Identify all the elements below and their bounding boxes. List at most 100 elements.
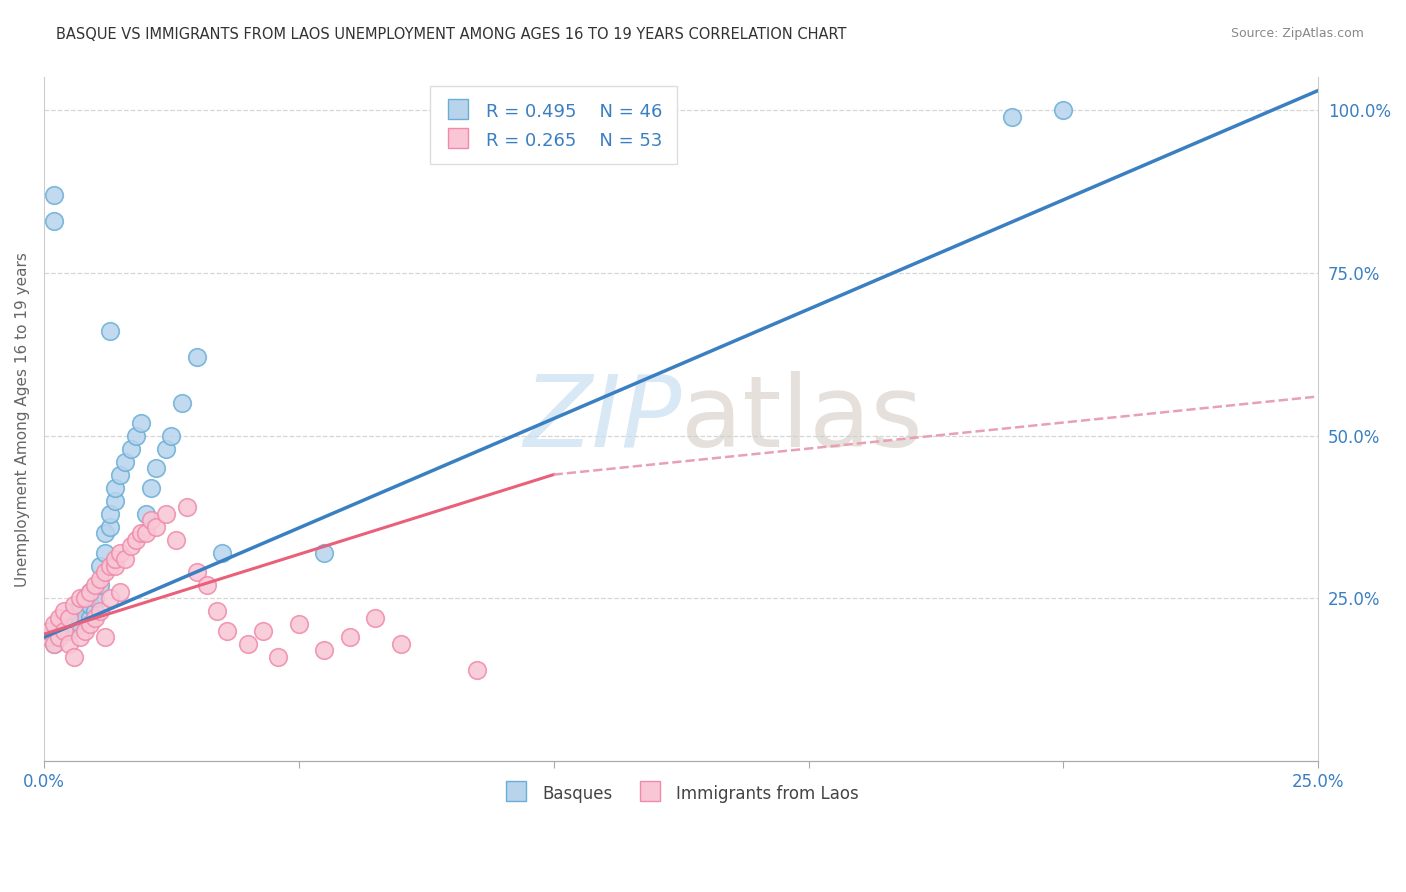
Point — [89, 604, 111, 618]
Point — [104, 558, 127, 573]
Point — [89, 578, 111, 592]
Point — [69, 631, 91, 645]
Point — [83, 611, 105, 625]
Point — [135, 526, 157, 541]
Point — [94, 566, 117, 580]
Point — [94, 546, 117, 560]
Point — [110, 584, 132, 599]
Point — [48, 611, 70, 625]
Point — [73, 624, 96, 638]
Point — [217, 624, 239, 638]
Point — [53, 617, 76, 632]
Point — [114, 454, 136, 468]
Point — [53, 624, 76, 638]
Text: ZIP: ZIP — [523, 371, 681, 467]
Point — [98, 591, 121, 606]
Point — [145, 461, 167, 475]
Point — [48, 617, 70, 632]
Point — [83, 578, 105, 592]
Point — [58, 637, 80, 651]
Point — [236, 637, 259, 651]
Point — [94, 631, 117, 645]
Point — [186, 351, 208, 365]
Point — [139, 513, 162, 527]
Point — [63, 598, 86, 612]
Point — [83, 604, 105, 618]
Point — [42, 637, 65, 651]
Point — [145, 519, 167, 533]
Point — [69, 617, 91, 632]
Point — [104, 552, 127, 566]
Point — [120, 442, 142, 456]
Point — [110, 467, 132, 482]
Point — [104, 493, 127, 508]
Point — [155, 507, 177, 521]
Point — [176, 500, 198, 515]
Point — [58, 611, 80, 625]
Point — [135, 507, 157, 521]
Point — [73, 591, 96, 606]
Point — [195, 578, 218, 592]
Point — [58, 611, 80, 625]
Point — [98, 507, 121, 521]
Point — [38, 631, 60, 645]
Point — [73, 611, 96, 625]
Point — [124, 533, 146, 547]
Point — [79, 584, 101, 599]
Point — [79, 584, 101, 599]
Point — [53, 624, 76, 638]
Point — [139, 481, 162, 495]
Point — [53, 604, 76, 618]
Point — [69, 598, 91, 612]
Point — [63, 604, 86, 618]
Point — [104, 481, 127, 495]
Point — [129, 416, 152, 430]
Point — [364, 611, 387, 625]
Point — [120, 539, 142, 553]
Point — [186, 566, 208, 580]
Point — [63, 649, 86, 664]
Point — [79, 611, 101, 625]
Y-axis label: Unemployment Among Ages 16 to 19 years: Unemployment Among Ages 16 to 19 years — [15, 252, 30, 587]
Point — [205, 604, 228, 618]
Point — [42, 187, 65, 202]
Point — [48, 631, 70, 645]
Legend: Basques, Immigrants from Laos: Basques, Immigrants from Laos — [492, 772, 870, 814]
Point — [314, 546, 336, 560]
Point — [252, 624, 274, 638]
Point — [63, 617, 86, 632]
Point — [79, 598, 101, 612]
Point — [89, 558, 111, 573]
Point — [98, 324, 121, 338]
Point — [89, 572, 111, 586]
Point — [98, 558, 121, 573]
Point — [38, 624, 60, 638]
Point — [465, 663, 488, 677]
Point — [110, 546, 132, 560]
Point — [267, 649, 290, 664]
Point — [94, 526, 117, 541]
Point — [42, 213, 65, 227]
Point — [73, 591, 96, 606]
Point — [389, 637, 412, 651]
Point — [160, 428, 183, 442]
Point — [83, 591, 105, 606]
Point — [339, 631, 361, 645]
Point — [155, 442, 177, 456]
Point — [124, 428, 146, 442]
Point — [1001, 110, 1024, 124]
Text: BASQUE VS IMMIGRANTS FROM LAOS UNEMPLOYMENT AMONG AGES 16 TO 19 YEARS CORRELATIO: BASQUE VS IMMIGRANTS FROM LAOS UNEMPLOYM… — [56, 27, 846, 42]
Point — [69, 591, 91, 606]
Point — [79, 617, 101, 632]
Text: atlas: atlas — [681, 371, 922, 467]
Point — [1052, 103, 1074, 117]
Point — [42, 617, 65, 632]
Point — [211, 546, 233, 560]
Point — [314, 643, 336, 657]
Point — [129, 526, 152, 541]
Point — [38, 631, 60, 645]
Point — [287, 617, 309, 632]
Point — [170, 396, 193, 410]
Point — [165, 533, 187, 547]
Point — [58, 624, 80, 638]
